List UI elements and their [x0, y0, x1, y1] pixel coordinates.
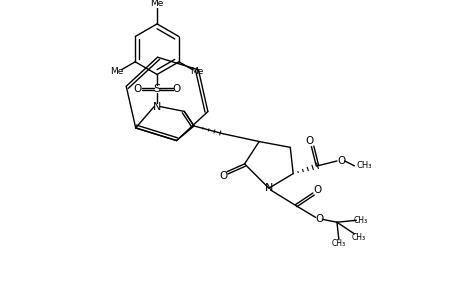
Text: Me: Me — [110, 67, 123, 76]
Text: CH₃: CH₃ — [351, 233, 364, 242]
Text: N: N — [152, 101, 161, 112]
Text: O: O — [133, 84, 141, 94]
Text: Me: Me — [190, 67, 203, 76]
Text: Me: Me — [150, 0, 163, 8]
Text: O: O — [337, 156, 345, 166]
Text: O: O — [172, 84, 180, 94]
Text: O: O — [313, 185, 321, 195]
Text: CH₃: CH₃ — [356, 161, 371, 170]
Text: O: O — [218, 171, 227, 181]
Text: O: O — [305, 136, 313, 146]
Text: O: O — [314, 214, 323, 224]
Text: CH₃: CH₃ — [331, 239, 345, 248]
Text: CH₃: CH₃ — [353, 216, 367, 225]
Text: N: N — [264, 183, 273, 193]
Text: S: S — [153, 84, 160, 94]
